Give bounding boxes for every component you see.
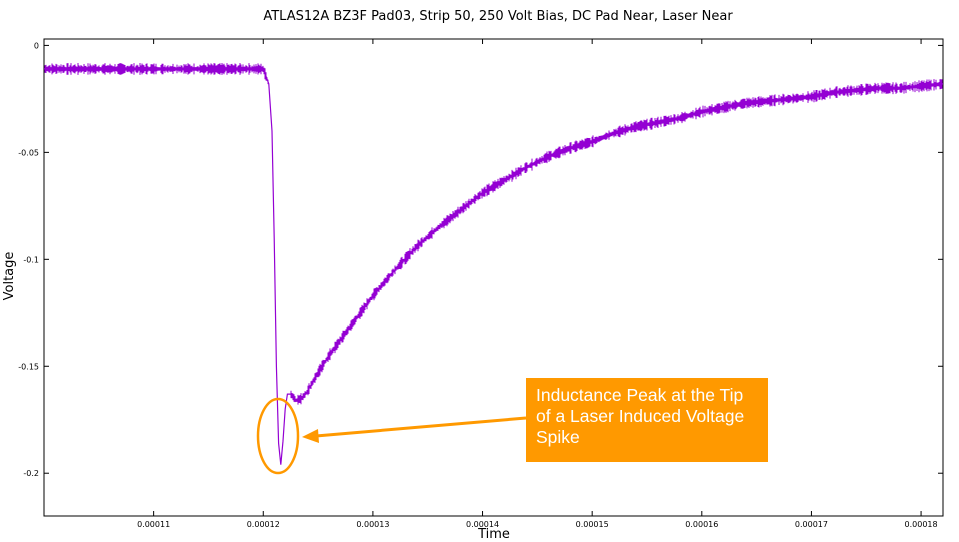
signal-noise (44, 63, 943, 405)
y-tick-label: -0.2 (23, 469, 39, 478)
x-tick-label: 0.00013 (356, 520, 389, 529)
x-tick-label: 0.00016 (685, 520, 718, 529)
voltage-series-line (44, 68, 944, 465)
x-axis-label: Time (477, 527, 510, 542)
y-tick-label: -0.05 (18, 148, 39, 157)
annotation-text: Inductance Peak at the Tip of a Laser In… (536, 385, 745, 447)
annotation-callout-box: Inductance Peak at the Tip of a Laser In… (526, 378, 768, 462)
annotation-arrowhead (302, 429, 319, 443)
annotation-arrow-line (315, 416, 527, 438)
plot-frame (43, 38, 944, 517)
y-tick-label: -0.1 (23, 255, 39, 264)
noise-band (44, 63, 943, 405)
x-tick-label: 0.00018 (905, 520, 938, 529)
x-tick-label: 0.00017 (795, 520, 828, 529)
y-tick-label: -0.15 (18, 362, 39, 371)
y-tick-label: 0 (34, 41, 39, 50)
x-tick-label: 0.00014 (466, 520, 499, 529)
axis-ticks: 0.00011 0.00012 0.00013 0.00014 0.00015 0.000… (18, 39, 943, 529)
x-tick-label: 0.00011 (137, 520, 170, 529)
chart-title: ATLAS12A BZ3F Pad03, Strip 50, 250 Volt … (263, 9, 733, 24)
x-tick-label: 0.00015 (576, 520, 609, 529)
peak-highlight-ellipse (256, 397, 300, 475)
x-tick-label: 0.00012 (247, 520, 280, 529)
y-axis-label: Voltage (2, 252, 17, 301)
